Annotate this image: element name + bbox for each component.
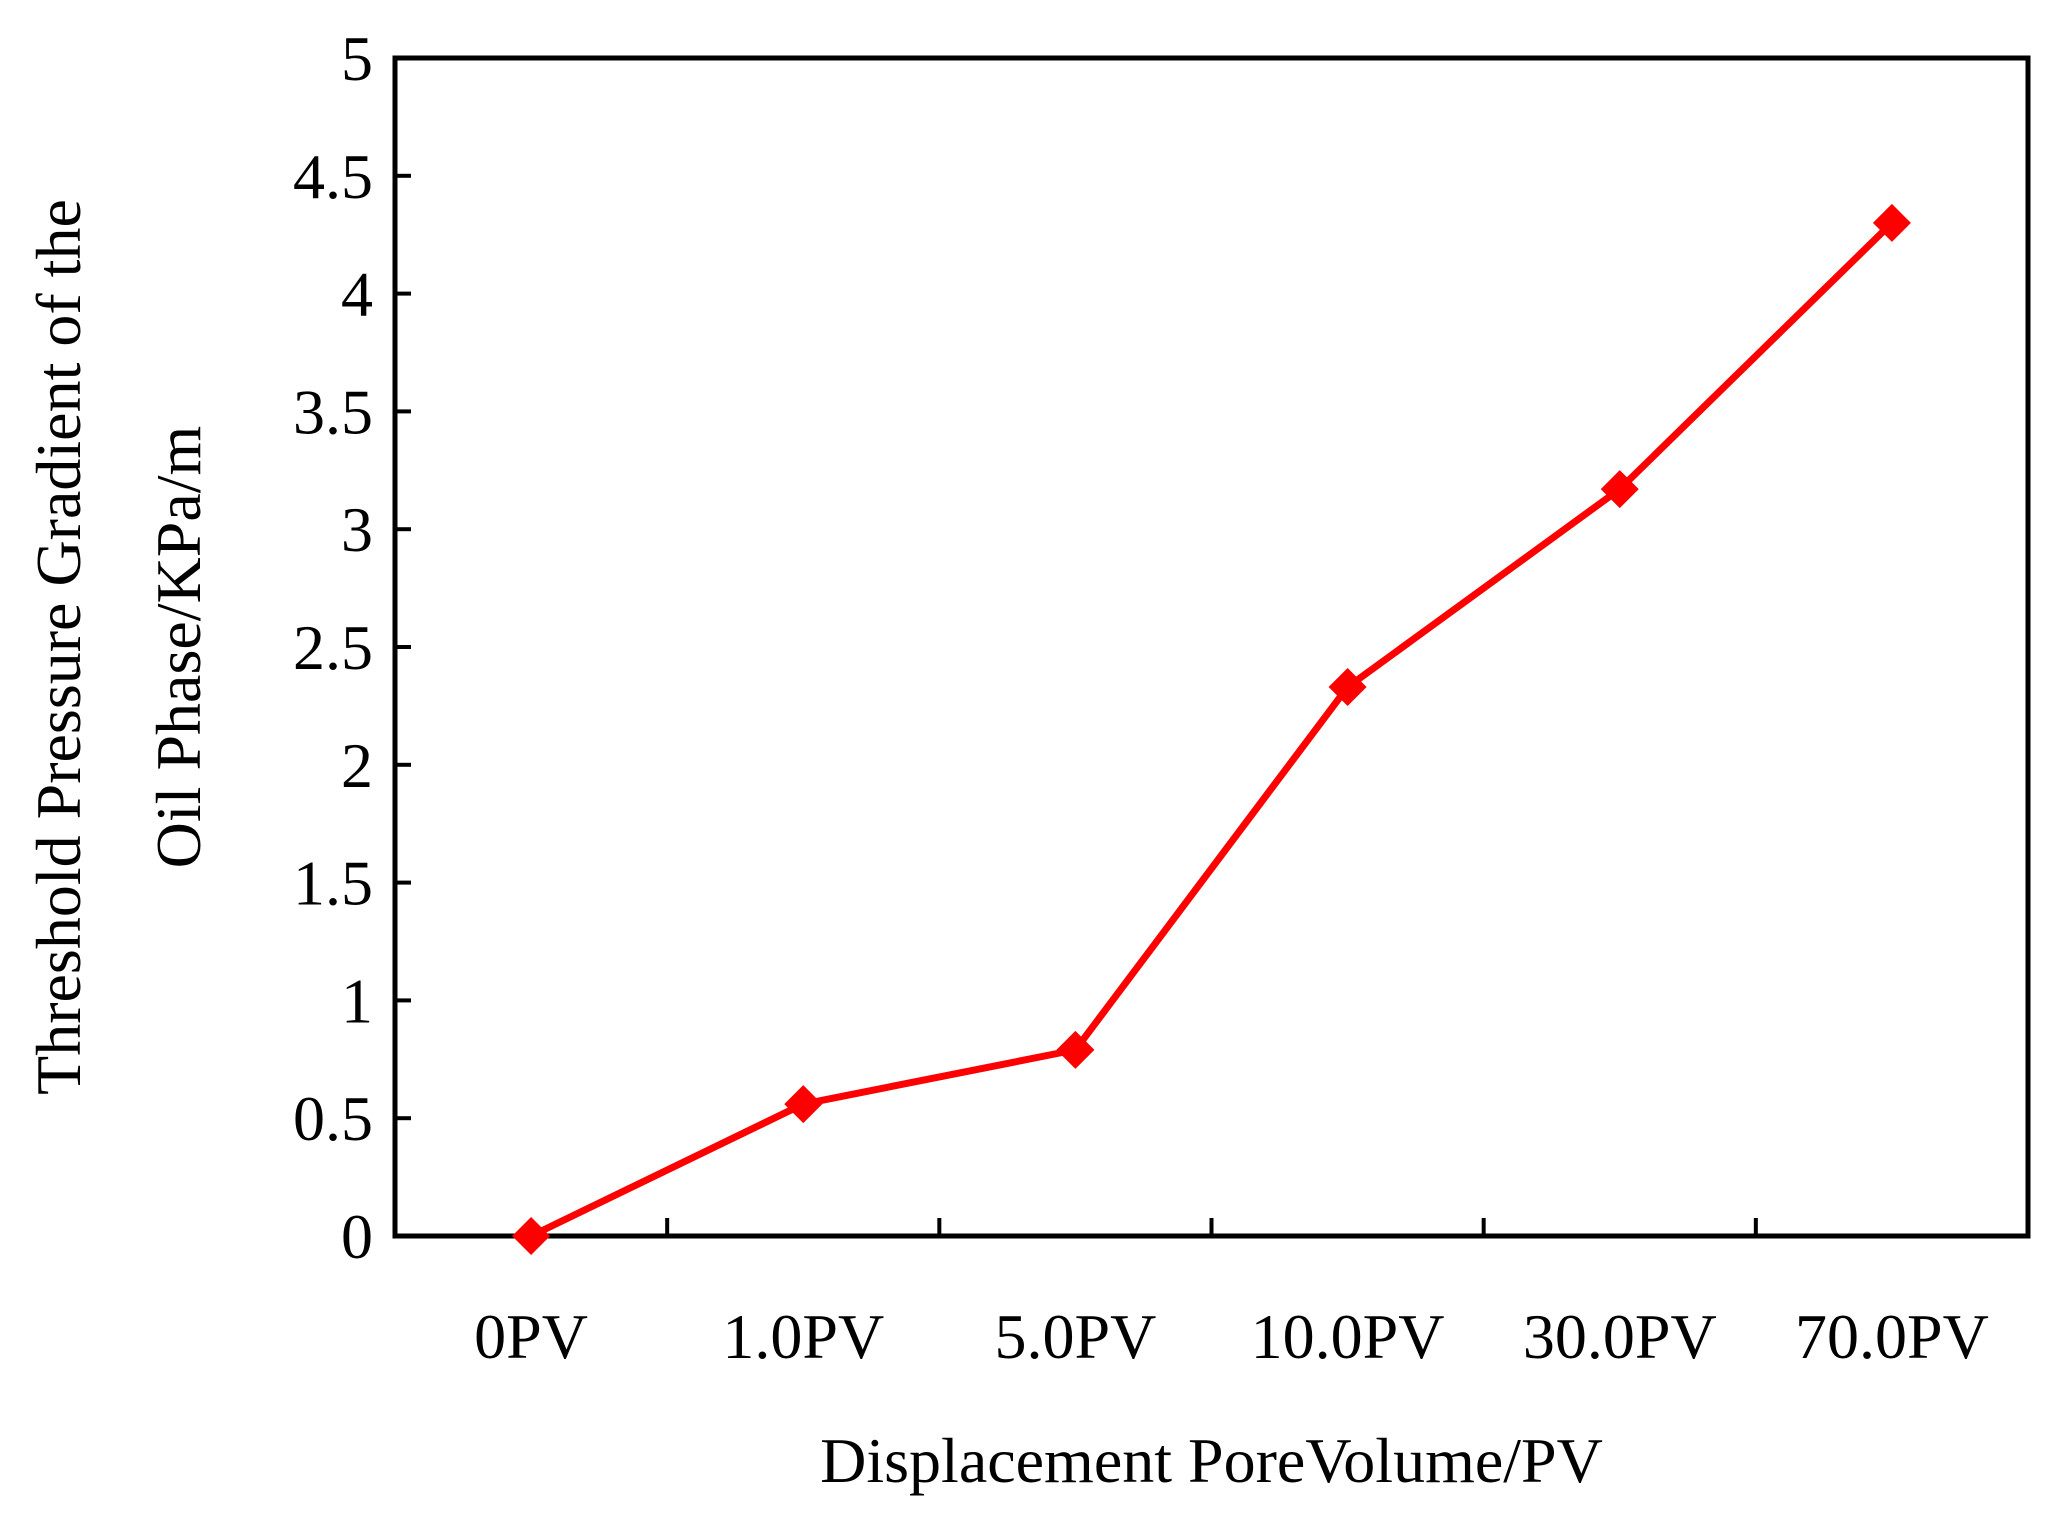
y-tick-label: 4: [341, 259, 373, 330]
data-point-marker: [1872, 203, 1911, 242]
axes: [392, 55, 2031, 1239]
y-tick-label: 2.5: [293, 612, 373, 683]
y-axis-title-line: Threshold Pressure Gradient of the: [23, 199, 94, 1095]
y-tick-label: 0.5: [293, 1083, 373, 1154]
labels-layer: 0 0.5 1 1.5 2 2.5 3 3.5 4 4.5 5 0PV 1.0PV 5.0PV 10.0PV…: [23, 23, 1989, 1496]
y-tick-label: 3.5: [293, 376, 373, 447]
x-tick-label: 10.0PV: [1251, 1301, 1445, 1372]
y-tick-label: 1.5: [293, 848, 373, 919]
y-tick-label: 5: [341, 23, 373, 94]
plot-frame: [392, 55, 2031, 1239]
data-point-marker: [1328, 668, 1367, 707]
x-tick-label: 70.0PV: [1795, 1301, 1989, 1372]
x-axis-title: Displacement PoreVolume/PV: [820, 1425, 1603, 1496]
y-tick-label: 0: [341, 1201, 373, 1272]
y-tick-label: 2: [341, 730, 373, 801]
y-tick-label: 3: [341, 494, 373, 565]
data-point-marker: [1056, 1030, 1095, 1069]
series-line: [529, 220, 1895, 1240]
y-tick-label: 1: [341, 965, 373, 1036]
x-tick-label: 5.0PV: [995, 1301, 1157, 1372]
series-layer: [512, 203, 1911, 1255]
data-point-marker: [784, 1085, 823, 1124]
y-axis-title-line: Oil Phase/KPa/m: [143, 426, 214, 869]
x-tick-label: 1.0PV: [722, 1301, 884, 1372]
x-tick-label: 0PV: [474, 1301, 588, 1372]
x-tick-label: 30.0PV: [1523, 1301, 1717, 1372]
data-point-marker: [1600, 470, 1639, 509]
data-point-marker: [512, 1217, 551, 1255]
y-tick-label: 4.5: [293, 141, 373, 212]
